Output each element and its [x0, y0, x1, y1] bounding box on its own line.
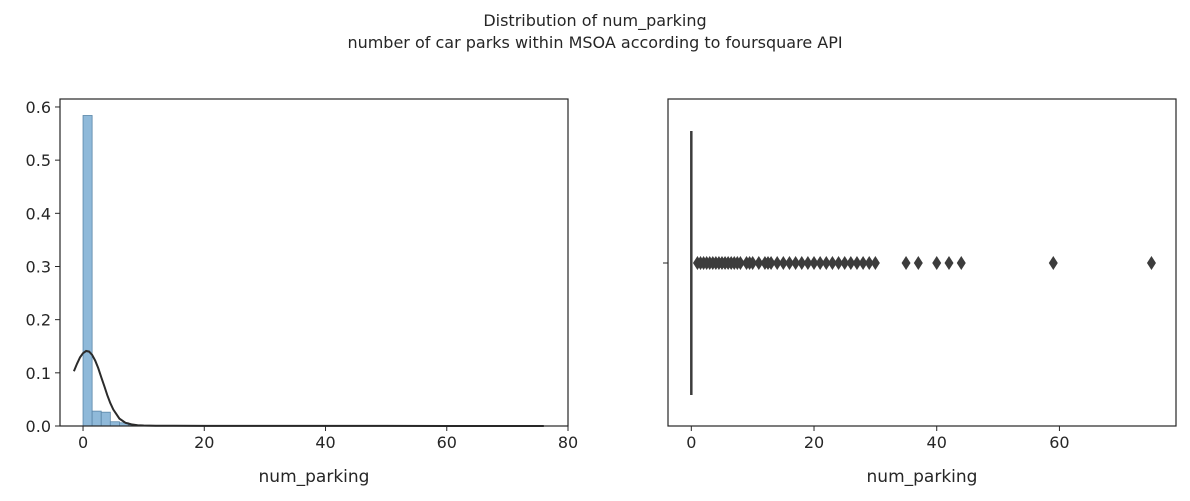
outlier-point — [944, 256, 954, 270]
histogram-bar — [100, 411, 111, 427]
x-tick-label: 60 — [437, 433, 457, 452]
outlier-point — [778, 256, 788, 270]
outlier-point — [803, 256, 813, 270]
outlier-point — [913, 256, 923, 270]
histogram-bar — [109, 421, 120, 427]
outlier-point — [735, 256, 745, 270]
outlier-point — [956, 256, 966, 270]
kde-curve — [72, 349, 544, 427]
histogram-bar — [91, 410, 102, 427]
outlier-point — [809, 256, 819, 270]
x-tick-label: 0 — [686, 433, 696, 452]
x-tick-label: 20 — [804, 433, 824, 452]
outlier-point — [932, 256, 942, 270]
outlier-point — [846, 256, 856, 270]
y-tick-label: 0.1 — [26, 364, 51, 383]
histogram-panel: 0 20 40 60 80 0.0 0.1 0.2 0.3 0.4 0.5 0.6 num_parkin… — [26, 98, 579, 487]
figure-title-block: Distribution of num_parking number of ca… — [0, 10, 1190, 54]
y-tick-label: 0.4 — [26, 204, 51, 223]
x-axis-label: num_parking — [867, 467, 978, 487]
outlier-point — [870, 256, 880, 270]
outlier-point — [901, 256, 911, 270]
outlier-point — [772, 256, 782, 270]
outlier-point — [815, 256, 825, 270]
x-tick-label: 40 — [315, 433, 335, 452]
outlier-point — [748, 256, 758, 270]
figure-subtitle: number of car parks within MSOA accordin… — [347, 33, 843, 52]
x-tick-label: 0 — [78, 433, 88, 452]
outlier-point — [821, 256, 831, 270]
figure-title: Distribution of num_parking — [483, 11, 707, 30]
outlier-point — [754, 256, 764, 270]
x-tick-label: 60 — [1049, 433, 1069, 452]
outlier-point — [797, 256, 807, 270]
histogram-bar — [82, 115, 93, 427]
y-tick-label: 0.3 — [26, 257, 51, 276]
x-tick-label: 40 — [927, 433, 947, 452]
outlier-point — [766, 256, 776, 270]
y-tick-label: 0.2 — [26, 311, 51, 330]
outlier-point — [827, 256, 837, 270]
outlier-point — [784, 256, 794, 270]
outlier-point — [1048, 256, 1058, 270]
outlier-point — [840, 256, 850, 270]
outlier-point — [1146, 256, 1156, 270]
outlier-point — [834, 256, 844, 270]
outlier-point — [864, 256, 874, 270]
y-tick-label: 0.6 — [26, 98, 51, 117]
x-axis-label: num_parking — [259, 467, 370, 487]
x-tick-label: 20 — [194, 433, 214, 452]
outlier-point — [858, 256, 868, 270]
y-tick-label: 0.0 — [26, 417, 51, 436]
outlier-point — [852, 256, 862, 270]
x-tick-label: 80 — [558, 433, 578, 452]
histogram-axes-frame — [59, 98, 569, 427]
y-tick-label: 0.5 — [26, 151, 51, 170]
boxplot-panel: 0 20 40 60 num_parking — [663, 98, 1177, 487]
outlier-point — [791, 256, 801, 270]
